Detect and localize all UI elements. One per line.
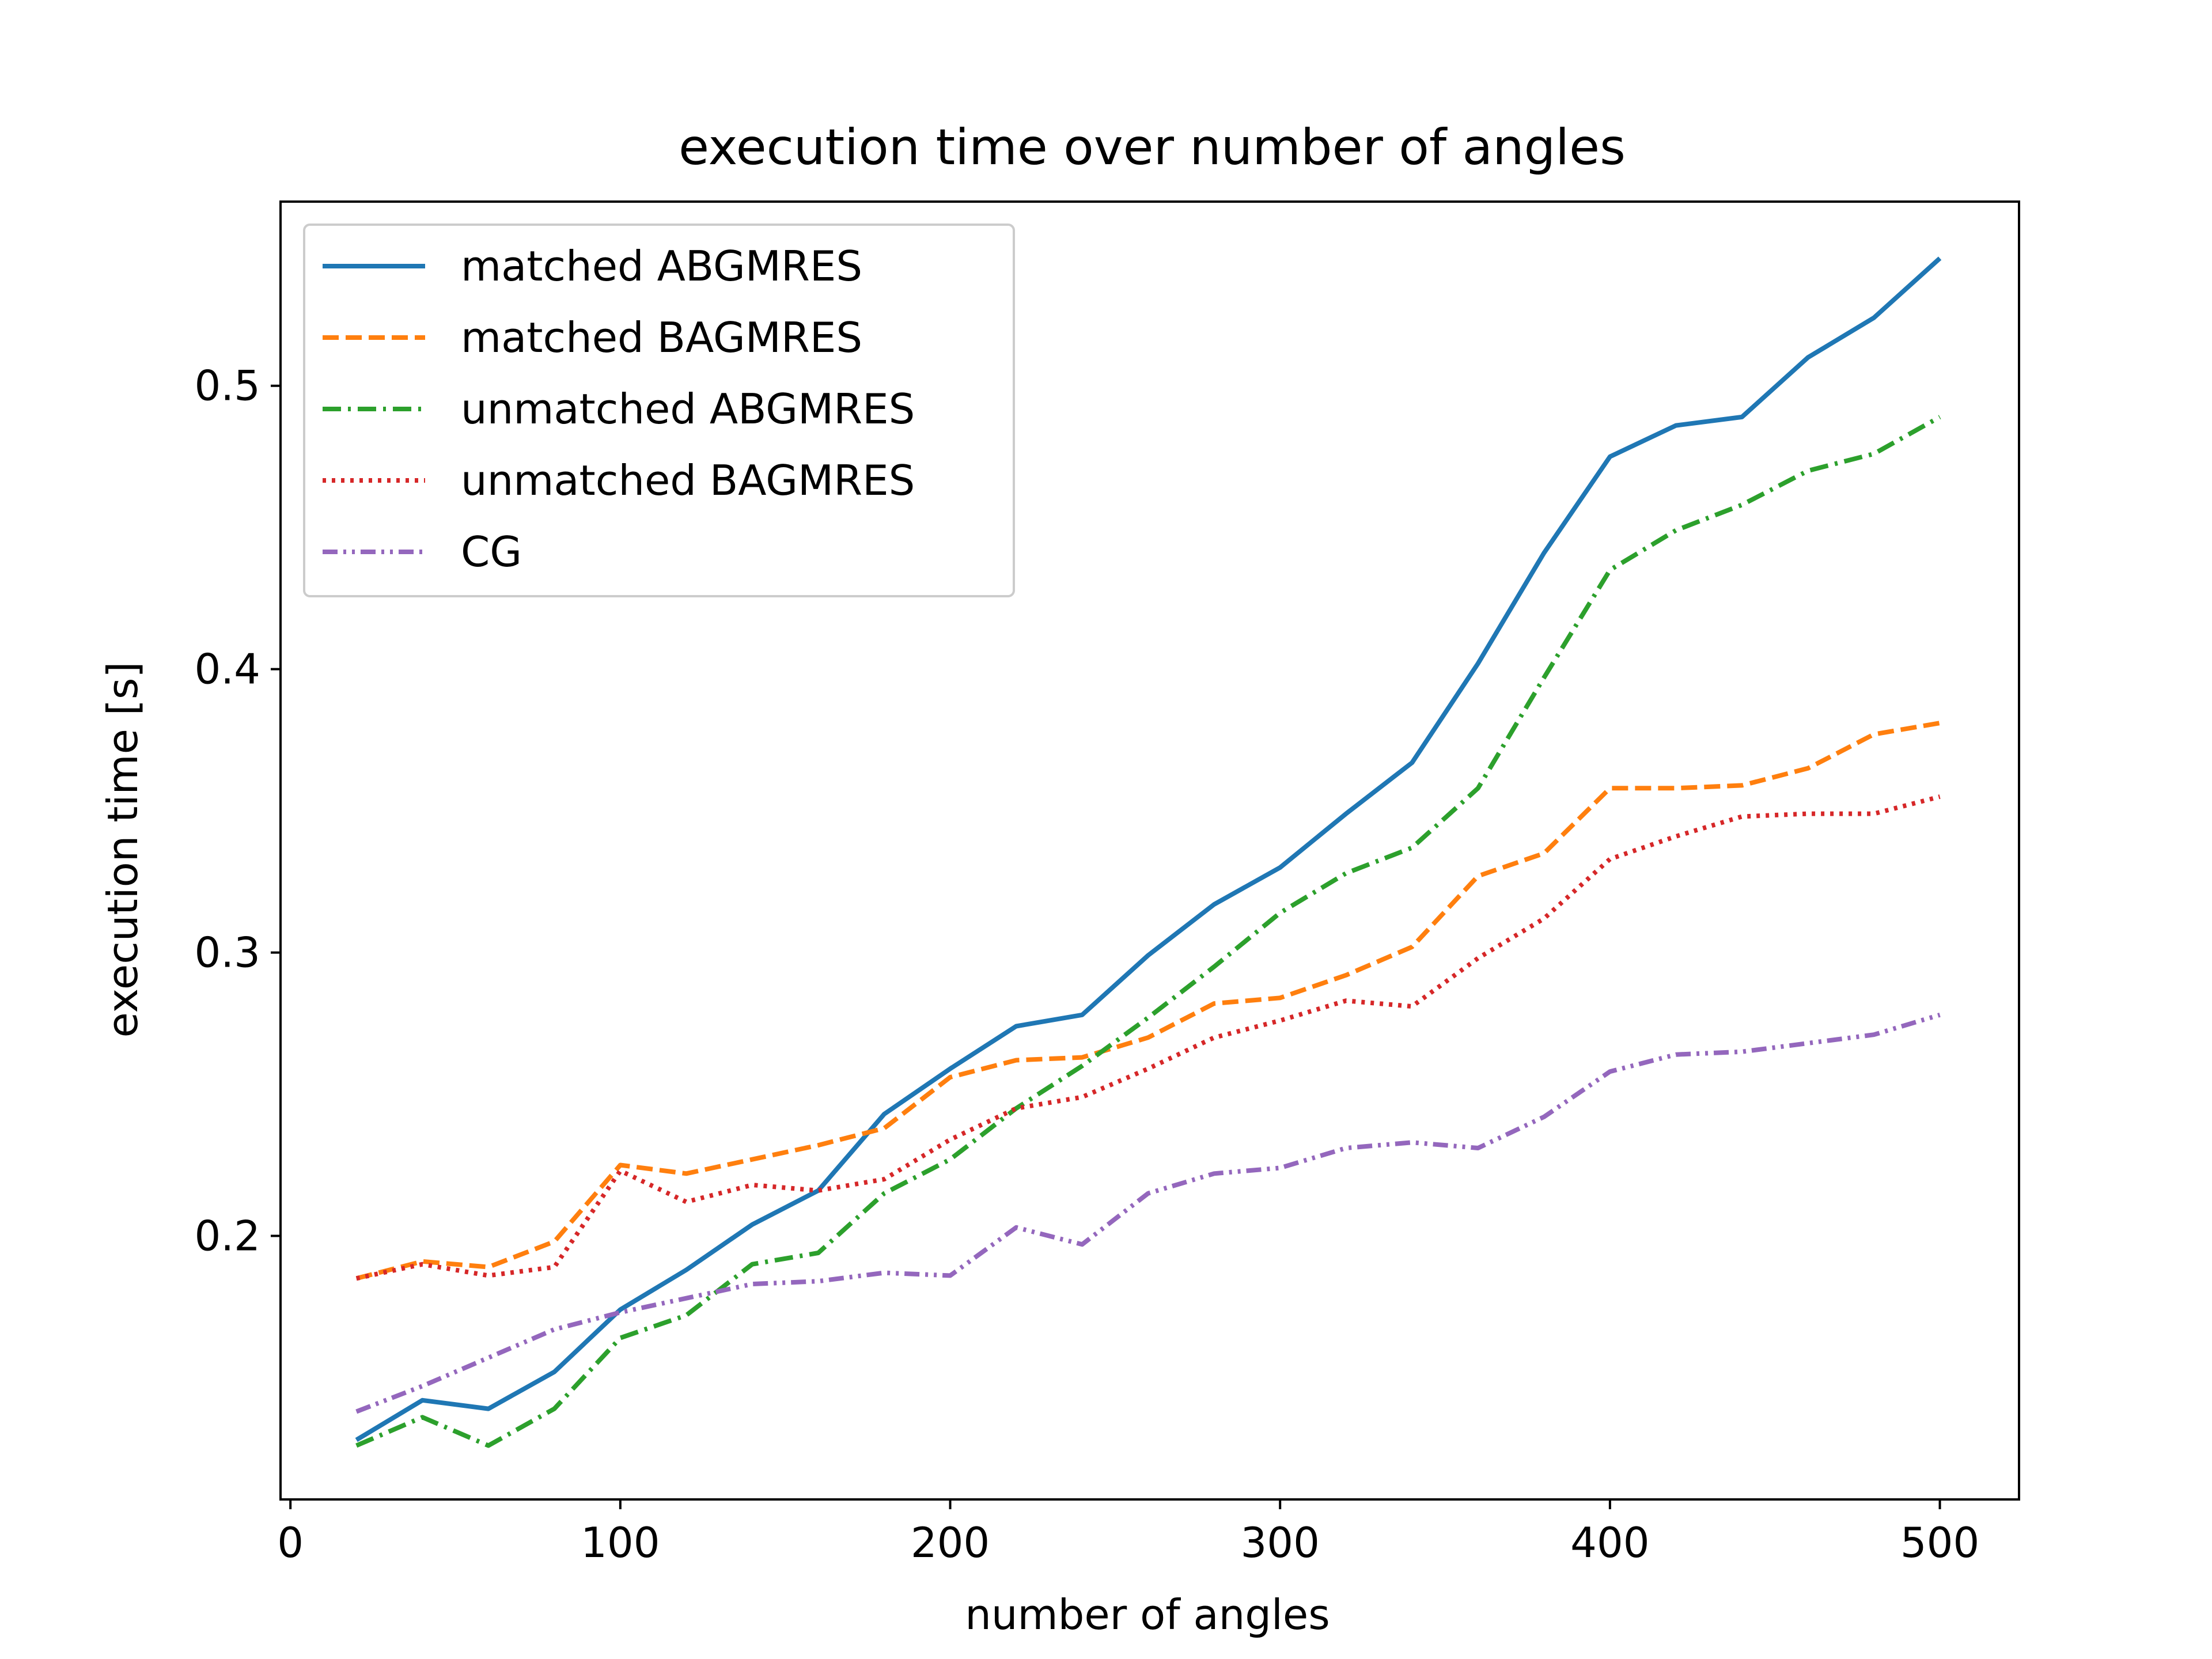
y-tick-label: 0.5 (194, 362, 260, 410)
x-axis-label: number of angles (965, 1590, 1330, 1639)
series-line-1 (355, 256, 1942, 1442)
x-tick-label: 100 (581, 1518, 660, 1567)
chart-title: execution time over number of angles (679, 119, 1626, 176)
legend-label: unmatched ABGMRES (461, 385, 915, 433)
y-tick-label: 0.2 (194, 1212, 260, 1260)
series-line-2 (355, 721, 1941, 1281)
x-tick-label: 200 (911, 1518, 990, 1567)
x-tick-label: 300 (1240, 1518, 1319, 1567)
legend-label: unmatched BAGMRES (461, 456, 915, 505)
x-tick-label: 400 (1570, 1518, 1649, 1567)
legend-box (303, 224, 1015, 597)
y-tick-label: 0.4 (194, 645, 260, 694)
x-axis: 0 100 200 300 400 500 (277, 1499, 1979, 1567)
x-tick-label: 500 (1900, 1518, 1979, 1567)
legend: matched ABGMRES matched BAGMRES unmatched … (303, 224, 1015, 597)
legend-label: matched ABGMRES (461, 242, 862, 290)
plot-frame (279, 200, 2020, 1501)
legend-label: matched BAGMRES (461, 313, 862, 362)
legend-label: CG (461, 528, 522, 576)
y-axis-label: execution time [s] (99, 662, 147, 1038)
y-tick-label: 0.3 (194, 929, 260, 977)
y-axis: 0.2 0.3 0.4 0.5 (194, 362, 281, 1260)
x-tick-label: 0 (277, 1518, 304, 1567)
series-line-5 (355, 1012, 1941, 1414)
